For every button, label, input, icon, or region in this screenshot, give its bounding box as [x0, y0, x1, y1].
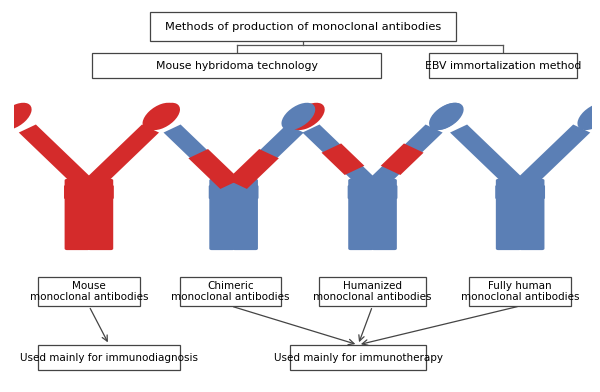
Polygon shape — [381, 143, 424, 175]
FancyBboxPatch shape — [495, 185, 545, 199]
FancyBboxPatch shape — [38, 277, 140, 306]
FancyBboxPatch shape — [92, 53, 381, 78]
Ellipse shape — [146, 103, 180, 130]
Text: Used mainly for immunotherapy: Used mainly for immunotherapy — [274, 352, 443, 363]
FancyBboxPatch shape — [469, 277, 571, 306]
Ellipse shape — [430, 103, 464, 130]
Polygon shape — [367, 125, 443, 188]
FancyBboxPatch shape — [371, 179, 397, 250]
FancyBboxPatch shape — [149, 12, 457, 41]
Polygon shape — [322, 143, 364, 175]
Polygon shape — [164, 125, 239, 188]
Polygon shape — [188, 149, 240, 189]
FancyBboxPatch shape — [180, 277, 281, 306]
FancyBboxPatch shape — [519, 179, 544, 250]
FancyBboxPatch shape — [348, 179, 374, 250]
Polygon shape — [84, 125, 159, 188]
Ellipse shape — [577, 103, 600, 130]
Text: Mouse hybridoma technology: Mouse hybridoma technology — [155, 61, 317, 71]
FancyBboxPatch shape — [88, 179, 113, 250]
Text: Used mainly for immunodiagnosis: Used mainly for immunodiagnosis — [20, 352, 198, 363]
Polygon shape — [515, 125, 590, 188]
Text: Fully human
monoclonal antibodies: Fully human monoclonal antibodies — [461, 281, 580, 302]
Polygon shape — [227, 149, 279, 189]
Text: Chimeric
monoclonal antibodies: Chimeric monoclonal antibodies — [172, 281, 290, 302]
Ellipse shape — [291, 103, 325, 130]
FancyBboxPatch shape — [347, 185, 397, 199]
FancyBboxPatch shape — [209, 185, 259, 199]
Ellipse shape — [0, 103, 32, 130]
FancyBboxPatch shape — [290, 345, 426, 370]
FancyBboxPatch shape — [232, 179, 258, 250]
FancyBboxPatch shape — [209, 179, 235, 250]
Ellipse shape — [281, 103, 315, 130]
Polygon shape — [19, 125, 94, 188]
FancyBboxPatch shape — [38, 345, 180, 370]
Ellipse shape — [429, 103, 463, 130]
Ellipse shape — [143, 103, 176, 130]
FancyBboxPatch shape — [64, 185, 114, 199]
FancyBboxPatch shape — [319, 277, 426, 306]
Text: Methods of production of monoclonal antibodies: Methods of production of monoclonal anti… — [165, 22, 441, 32]
Text: Mouse
monoclonal antibodies: Mouse monoclonal antibodies — [29, 281, 148, 302]
FancyBboxPatch shape — [429, 53, 577, 78]
Text: Humanized
monoclonal antibodies: Humanized monoclonal antibodies — [313, 281, 432, 302]
Polygon shape — [229, 125, 304, 188]
Text: EBV immortalization method: EBV immortalization method — [425, 61, 581, 71]
Polygon shape — [450, 125, 525, 188]
Polygon shape — [302, 125, 377, 188]
FancyBboxPatch shape — [65, 179, 90, 250]
FancyBboxPatch shape — [496, 179, 521, 250]
